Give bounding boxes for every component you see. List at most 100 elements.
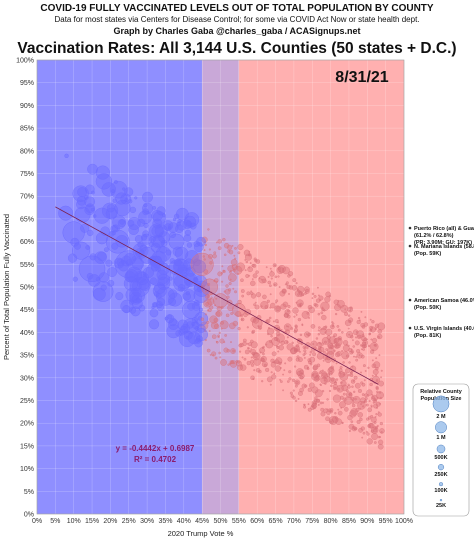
county-point <box>259 351 262 354</box>
x-tick-label: 85% <box>342 518 356 525</box>
county-point <box>318 295 324 301</box>
county-point <box>235 311 242 318</box>
annotation-text: N. Mariana Islands (58.8%) <box>414 244 474 250</box>
county-point <box>278 344 284 351</box>
county-point <box>321 401 325 404</box>
county-point <box>212 354 215 357</box>
county-point <box>270 358 275 363</box>
county-point <box>299 350 301 353</box>
county-point <box>220 359 227 366</box>
county-point <box>161 213 166 217</box>
county-point <box>101 182 116 197</box>
county-point <box>142 203 154 215</box>
county-point <box>249 262 252 265</box>
county-point <box>317 286 319 289</box>
legend-size-circle <box>439 498 443 502</box>
x-axis-ticks: 0% 5% 10% 15% 20% 25% 30% 35% 40% 45% 50% 55% 60% 65%… <box>32 518 413 525</box>
county-point <box>200 317 205 322</box>
county-point <box>347 327 350 330</box>
county-point <box>303 357 306 359</box>
county-point <box>311 297 314 300</box>
county-point <box>307 403 310 406</box>
y-tick-label: 15% <box>20 443 34 450</box>
county-point <box>280 380 283 383</box>
county-point <box>260 357 265 363</box>
legend-size-circle <box>436 444 446 454</box>
county-point <box>269 267 272 270</box>
county-point <box>255 352 258 354</box>
county-point <box>363 337 368 341</box>
county-point <box>107 267 118 277</box>
county-point <box>156 206 166 216</box>
county-point <box>206 295 210 299</box>
x-tick-label: 60% <box>250 518 264 525</box>
county-point <box>291 285 298 291</box>
county-point <box>292 307 299 314</box>
x-tick-label: 20% <box>103 518 117 525</box>
county-point <box>283 323 292 332</box>
county-point <box>202 284 205 288</box>
county-point <box>237 273 239 275</box>
county-point <box>322 350 326 354</box>
county-point <box>97 251 107 262</box>
county-point <box>231 264 238 271</box>
county-point <box>309 350 313 354</box>
county-point <box>354 426 358 431</box>
county-point <box>362 405 365 408</box>
county-point <box>364 393 368 398</box>
county-point <box>361 436 364 439</box>
county-point <box>174 258 182 267</box>
county-point <box>354 397 357 401</box>
county-point <box>299 369 304 374</box>
county-point <box>377 411 380 414</box>
county-point <box>345 389 349 393</box>
county-point <box>165 314 175 324</box>
annotation-text: (61.2% / 62.8%) <box>414 233 454 239</box>
county-point <box>294 365 297 368</box>
county-point <box>243 249 251 256</box>
county-point <box>344 308 347 311</box>
county-point <box>380 431 383 434</box>
county-point <box>309 356 316 363</box>
county-point <box>182 289 196 302</box>
county-point <box>294 325 298 329</box>
band-1 <box>202 60 239 514</box>
county-point <box>143 203 148 208</box>
county-point <box>335 418 342 425</box>
county-point <box>121 255 132 267</box>
county-point <box>182 300 201 319</box>
county-point <box>203 299 212 308</box>
annotation-text: U.S. Virgin Islands (40.6%) <box>414 326 474 332</box>
county-point <box>230 312 234 315</box>
county-point <box>213 293 228 308</box>
county-point <box>318 371 322 375</box>
county-point <box>288 271 294 277</box>
county-point <box>373 421 377 424</box>
county-point <box>286 380 290 383</box>
county-point <box>206 320 210 324</box>
county-point <box>193 258 201 267</box>
county-point <box>304 346 307 349</box>
county-point <box>333 386 337 391</box>
y-tick-label: 60% <box>20 239 34 246</box>
county-point <box>255 292 262 298</box>
county-point <box>372 337 377 343</box>
county-point <box>253 257 257 261</box>
county-point <box>218 331 221 334</box>
county-point <box>299 387 304 393</box>
county-point <box>215 241 218 244</box>
county-point <box>377 412 382 417</box>
county-point <box>194 328 208 342</box>
county-point <box>128 224 139 235</box>
county-point <box>289 391 293 395</box>
x-tick-label: 80% <box>324 518 338 525</box>
county-point <box>355 336 358 339</box>
county-point <box>58 205 74 221</box>
county-point <box>293 327 299 333</box>
county-point <box>357 388 362 393</box>
county-point <box>318 294 320 297</box>
county-point <box>362 431 366 435</box>
county-point <box>183 234 192 243</box>
county-point <box>341 421 344 424</box>
